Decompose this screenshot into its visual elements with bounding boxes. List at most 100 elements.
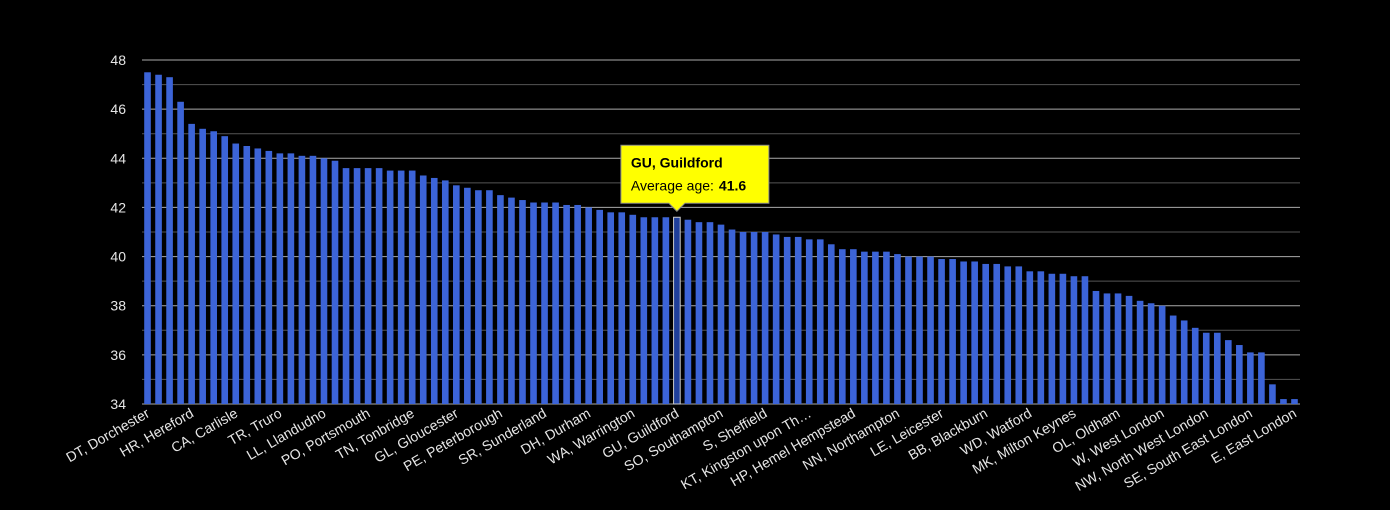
bar — [1125, 295, 1133, 404]
y-tick-label: 36 — [110, 347, 126, 363]
bar — [1136, 300, 1144, 404]
bar — [430, 177, 438, 404]
bar — [805, 239, 813, 404]
bar — [1280, 399, 1287, 404]
bar — [1247, 352, 1254, 404]
bar — [728, 229, 736, 404]
bar — [265, 150, 273, 404]
bar — [1147, 303, 1155, 404]
bar — [585, 207, 592, 404]
y-tick-label: 46 — [110, 101, 126, 117]
bar — [1015, 266, 1023, 404]
bar — [607, 212, 615, 404]
bar — [629, 214, 637, 404]
tooltip-box — [620, 144, 770, 212]
bar — [254, 148, 262, 404]
bar — [408, 170, 416, 404]
bar — [618, 212, 626, 404]
bar — [1169, 315, 1177, 404]
bar — [552, 202, 559, 404]
bar — [1037, 271, 1045, 404]
bar — [375, 168, 383, 404]
bar — [232, 143, 240, 405]
bar — [1291, 399, 1298, 404]
bar — [894, 254, 901, 404]
bar — [320, 158, 328, 404]
bar — [872, 251, 879, 404]
bar — [298, 155, 306, 404]
bar — [883, 251, 890, 404]
bar — [188, 123, 195, 404]
bar — [993, 263, 1001, 404]
bar — [839, 249, 846, 404]
tooltip: GU, Guildford Average age: 41.6 — [620, 144, 770, 212]
bar — [684, 219, 692, 404]
bar — [1092, 290, 1100, 404]
bar — [386, 170, 394, 404]
bar — [508, 197, 515, 404]
bar — [750, 232, 758, 404]
bar — [243, 146, 251, 404]
bar — [353, 168, 361, 404]
bar — [486, 190, 493, 404]
y-tick-label: 44 — [110, 150, 126, 166]
bar — [783, 236, 791, 404]
bar — [596, 209, 603, 404]
bar — [816, 239, 824, 404]
bar — [497, 195, 504, 404]
bar — [850, 249, 857, 404]
bar — [144, 72, 151, 405]
bar — [1202, 332, 1210, 404]
bar — [574, 204, 581, 404]
bar — [1081, 276, 1089, 404]
bar — [794, 236, 802, 404]
bar — [960, 261, 967, 404]
bar — [1236, 345, 1243, 404]
bar — [177, 101, 184, 405]
bar — [1258, 352, 1265, 404]
bar — [475, 190, 482, 404]
tooltip-value: 41.6 — [719, 177, 746, 193]
bar — [276, 153, 284, 404]
bar — [1225, 340, 1232, 404]
bar — [453, 185, 460, 404]
bar — [761, 232, 769, 404]
bar — [640, 217, 648, 404]
bar — [861, 251, 868, 404]
bar — [1059, 273, 1067, 404]
bar — [1114, 293, 1122, 404]
bar — [1070, 276, 1078, 404]
bar — [166, 77, 173, 404]
bar — [706, 222, 714, 404]
bar — [651, 217, 659, 404]
bar — [1103, 293, 1111, 404]
bar — [199, 128, 206, 405]
bar — [364, 168, 372, 404]
bar — [419, 175, 427, 404]
bar — [541, 202, 548, 404]
bar — [221, 136, 229, 404]
y-tick-label: 48 — [110, 52, 126, 68]
bar — [949, 259, 956, 404]
bar — [905, 256, 912, 404]
bar — [1026, 271, 1034, 404]
bar — [1213, 332, 1221, 404]
y-tick-label: 40 — [110, 249, 126, 265]
bar — [309, 155, 317, 404]
bar — [662, 217, 670, 404]
bar — [1048, 273, 1056, 404]
bar — [916, 256, 923, 404]
bar — [210, 131, 217, 404]
tooltip-label: Average age: — [631, 177, 714, 193]
bar — [739, 232, 747, 404]
bar — [519, 200, 526, 404]
bar — [717, 224, 725, 404]
bar — [1269, 384, 1276, 404]
bar — [1004, 266, 1012, 404]
bar — [971, 261, 978, 404]
bar — [397, 170, 405, 404]
y-tick-label: 38 — [110, 298, 126, 314]
tooltip-title: GU, Guildford — [631, 154, 723, 170]
bar — [530, 202, 537, 404]
